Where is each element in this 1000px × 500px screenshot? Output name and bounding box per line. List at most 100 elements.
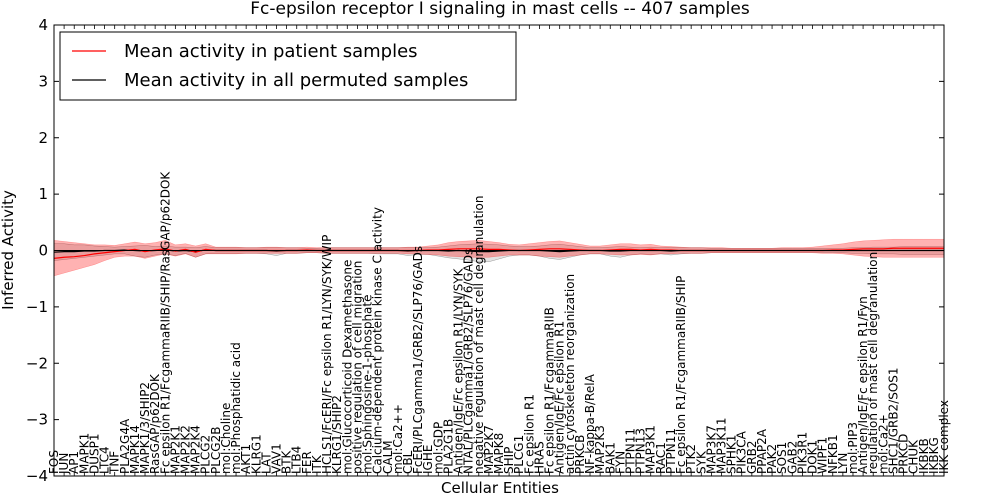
x-axis-label: Cellular Entities (441, 479, 559, 497)
x-tick-label: IKK complex (937, 400, 951, 474)
x-tick-label: PAK2 (765, 444, 779, 474)
x-tick-label: PRKCB (573, 435, 587, 474)
x-tick-label: HRAS (532, 441, 546, 474)
y-tick-label: −3 (26, 411, 48, 429)
x-tick-label: positive regulation of cell migration (350, 261, 364, 474)
x-tick-label: VAV1 (270, 443, 284, 474)
x-tick-label: Antigen/IgE/Fc epsilon R1/LYN/SYK (452, 267, 466, 474)
x-tick-label: PIK3R1 (795, 432, 809, 474)
x-tick-label: Fc epsilon R1 (522, 394, 536, 474)
x-tick-label: CALM (381, 440, 395, 474)
y-tick-label: 4 (38, 16, 48, 34)
y-tick-label: 1 (38, 185, 48, 203)
x-tick-label: MAP3K1 (644, 425, 658, 474)
x-tick-label: CBL (401, 450, 415, 474)
x-tick-label: CHUK (907, 439, 921, 474)
x-tick-label: AKT1 (239, 444, 253, 474)
x-tick-label: MAP2K1 (168, 425, 182, 474)
x-tick-label: LTC4 (98, 446, 112, 474)
x-tick-label: MAPK8 (492, 433, 506, 474)
x-tick-label: Fc epsilon R1/FcgammaRIIB/SHIP (674, 276, 688, 474)
legend-label: Mean activity in patient samples (124, 41, 418, 62)
legend-box (59, 31, 517, 101)
x-tick-label: AP1 (67, 451, 81, 474)
x-tick-label: regulation of mast cell degranulation (866, 252, 880, 474)
x-tick-label: NFKB1 (826, 434, 840, 474)
x-tick-label: SPHK1 (725, 435, 739, 474)
x-tick-label: PTK2 (684, 444, 698, 474)
x-tick-label: KLRG1 (249, 434, 263, 474)
x-tick-label: MAP2K7 (482, 425, 496, 474)
x-tick-label: IGHE (421, 445, 435, 474)
x-tick-label: PPAP2A (755, 428, 769, 474)
x-tick-label: mol:Ca2++ (391, 404, 405, 474)
x-tick-label: MAP3K7 (704, 425, 718, 474)
x-tick-label: LAT (259, 452, 273, 474)
x-tick-label: LYN (836, 453, 850, 474)
x-tick-label: KLRG1/SHIP2 (330, 395, 344, 474)
chart-title: Fc-epsilon receptor I signaling in mast … (250, 0, 750, 19)
x-tick-label: Fc epsilon R1/FcgammaRIIB (543, 307, 557, 474)
x-tick-label: Fc epsilon R1/FcgammaRIIB/SHIP/RasGAP/p6… (158, 171, 172, 474)
x-tick-label: PLA2G4A (118, 418, 132, 474)
x-tick-label: negative regulation of mast cell degranu… (472, 195, 486, 474)
y-tick-label: −2 (26, 354, 48, 372)
x-tick-label: Antigen/IgE/Fc epsilon R1/Fyn (856, 296, 870, 474)
x-tick-label: SYK (694, 450, 708, 474)
x-tick-label: PRKCD (897, 434, 911, 474)
x-tick-label: ITK (310, 454, 324, 474)
x-tick-label: PLCG1 (512, 435, 526, 474)
x-tick-label: JUN (57, 453, 71, 475)
x-tick-label: IKBKB (917, 438, 931, 474)
x-tick-label: WIPF1 (816, 437, 830, 474)
x-tick-label: SHIP (502, 447, 516, 474)
x-tick-label: MAP2K2 (178, 425, 192, 474)
x-tick-label: IKBKG (927, 437, 941, 474)
x-tick-label: RasGAP/p62DOK (148, 373, 162, 474)
y-axis-label: Inferred Activity (0, 190, 17, 310)
x-tick-label: GRB2 (745, 440, 759, 474)
y-tick-label: 0 (38, 242, 48, 260)
x-tick-label: Calcium-dependent protein kinase C activ… (371, 207, 385, 474)
x-tick-label: PLCG2B (209, 427, 223, 474)
x-tick-label: MAP3K11 (715, 417, 729, 474)
x-tick-label: MAP2K4 (189, 425, 203, 474)
x-tick-label: mol:PIP3 (846, 422, 860, 474)
x-tick-label: PTPN11 (664, 428, 678, 474)
legend-label: Mean activity in all permuted samples (124, 70, 468, 91)
x-tick-label: PTPN13 (634, 428, 648, 474)
x-tick-label: actin cytoskeleton reorganization (563, 274, 577, 474)
x-tick-label: mol:Ca2+ (876, 414, 890, 474)
x-tick-label: TNF (108, 451, 122, 475)
x-tick-label: PLCG2 (199, 435, 213, 474)
y-tick-label: 3 (38, 72, 48, 90)
x-tick-label: MAPK1 (77, 433, 91, 474)
x-tick-label: MAPK14 (128, 425, 142, 474)
x-tick-label: FOS (47, 450, 61, 474)
x-tick-label: FER (300, 451, 314, 474)
x-tick-label: mol:Sphingosine-1-phosphate (361, 294, 375, 473)
x-tick-label: mol:Choline (219, 403, 233, 474)
y-tick-label: 2 (38, 129, 48, 147)
x-tick-label: HCLS1/FcERI/Fc epsilon R1/LYN/SYK/WIP (320, 235, 334, 474)
x-tick-label: GAB2 (785, 441, 799, 474)
x-tick-label: SHC1/GRB2/SOS1 (886, 367, 900, 474)
x-tick-label: NF-kappa-B/RelA (583, 373, 597, 474)
x-tick-label: NTAL/PLCgamma1/GRB2/SLP76/GADs (462, 249, 476, 474)
x-tick-label: SOS1 (775, 442, 789, 474)
x-tick-label: MAP2K3 (593, 425, 607, 474)
x-tick-label: PTPN11 (623, 428, 637, 474)
x-tick-label: mol:Phosphatidic acid (229, 342, 243, 474)
x-tick-label: BAK1 (603, 442, 617, 474)
x-tick-label: LTB4 (290, 446, 304, 474)
x-tick-label: PIK3CA (735, 430, 749, 474)
y-tick-label: −1 (26, 298, 48, 316)
y-tick-label: −4 (26, 467, 48, 485)
x-tick-label: mol:GDP (431, 422, 445, 474)
x-tick-label: PLA2G1B (441, 419, 455, 474)
x-tick-label: FYN (613, 451, 627, 474)
x-tick-label: DUSP1 (87, 433, 101, 474)
x-tick-label: mol:Glucocorticoid Dexamethasone (340, 260, 354, 474)
x-tick-label: MAPK1/3/SHIP2 (138, 382, 152, 474)
